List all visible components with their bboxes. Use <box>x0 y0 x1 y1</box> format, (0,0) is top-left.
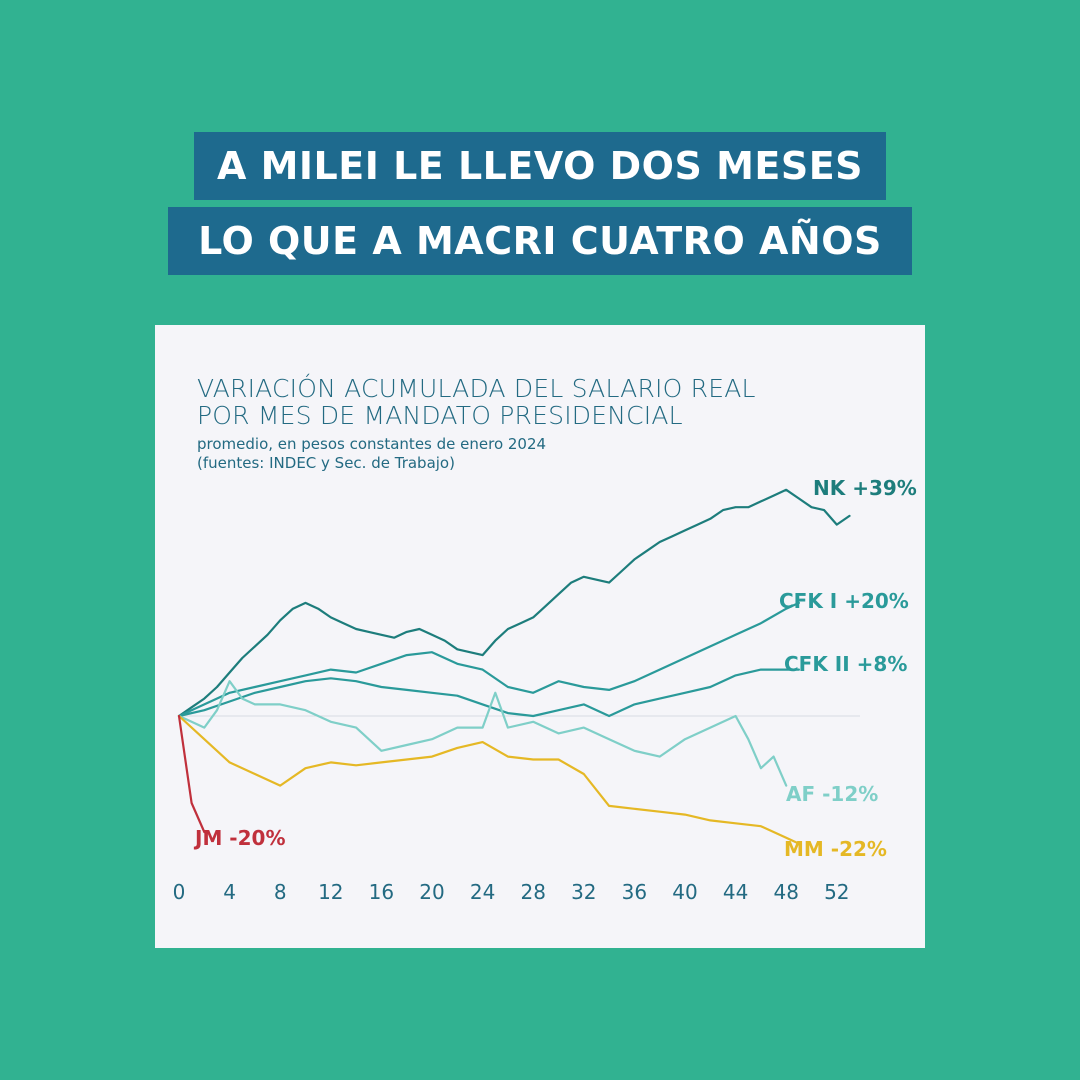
series-label-cfk-ii: CFK II +8% <box>784 652 907 676</box>
series-line-jm <box>177 714 206 834</box>
series-line-nk <box>177 488 851 718</box>
series-label-af: AF -12% <box>786 782 878 806</box>
x-tick-label: 12 <box>318 880 343 904</box>
x-tick-label: 44 <box>723 880 748 904</box>
series-line-af <box>177 680 788 787</box>
x-tick-label: 24 <box>470 880 495 904</box>
x-tick-label: 8 <box>274 880 287 904</box>
headline-line-2: LO QUE A MACRI CUATRO AÑOS <box>168 207 912 275</box>
chart-subtitle: promedio, en pesos constantes de enero 2… <box>197 435 546 473</box>
series-line-mm <box>177 714 801 845</box>
chart-panel: 0 4 8 12 16 20 24 28 32 36 40 44 48 52 NK +39% CFK I +2… <box>155 325 925 948</box>
x-tick-label: 52 <box>824 880 849 904</box>
x-tick-label: 32 <box>571 880 596 904</box>
chart-subtitle-line-1: promedio, en pesos constantes de enero 2… <box>197 435 547 453</box>
x-tick-label: 48 <box>773 880 798 904</box>
x-tick-label: 28 <box>520 880 545 904</box>
x-tick-label: 40 <box>672 880 697 904</box>
x-tick-label: 0 <box>173 880 186 904</box>
chart-title-line-1: VARIACIÓN ACUMULADA DEL SALARIO REAL <box>197 374 756 403</box>
x-tick-label: 16 <box>369 880 394 904</box>
series-line-cfk-i <box>177 601 801 718</box>
x-tick-label: 36 <box>622 880 647 904</box>
headline-line-1: A MILEI LE LLEVO DOS MESES <box>194 132 886 200</box>
series-label-nk: NK +39% <box>813 476 917 500</box>
series-label-jm: JM -20% <box>193 826 285 850</box>
x-tick-label: 4 <box>223 880 236 904</box>
x-tick-label: 20 <box>419 880 444 904</box>
series-line-cfk-ii <box>177 668 801 718</box>
series-label-cfk-i: CFK I +20% <box>779 589 909 613</box>
chart-title-line-2: POR MES DE MANDATO PRESIDENCIAL <box>197 401 683 430</box>
chart-subtitle-line-2: (fuentes: INDEC y Sec. de Trabajo) <box>197 454 455 472</box>
series-label-mm: MM -22% <box>784 837 887 861</box>
chart-title: VARIACIÓN ACUMULADA DEL SALARIO REAL POR… <box>197 375 756 429</box>
